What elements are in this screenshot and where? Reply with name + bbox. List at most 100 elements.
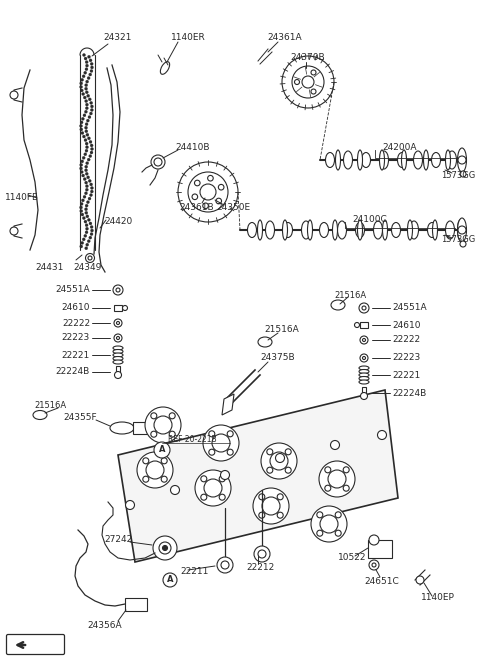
Ellipse shape [358, 220, 362, 240]
Circle shape [267, 449, 273, 455]
Circle shape [84, 165, 88, 168]
Circle shape [458, 226, 466, 234]
Circle shape [460, 171, 466, 177]
Ellipse shape [257, 220, 263, 240]
Text: 24355F: 24355F [63, 413, 97, 422]
Ellipse shape [408, 220, 412, 240]
Circle shape [372, 563, 376, 567]
Circle shape [295, 79, 300, 85]
Circle shape [113, 285, 123, 295]
Circle shape [89, 155, 92, 157]
Text: 24420: 24420 [104, 218, 132, 226]
Circle shape [87, 55, 91, 58]
Ellipse shape [331, 300, 345, 310]
Circle shape [90, 233, 93, 236]
Ellipse shape [409, 221, 419, 239]
Circle shape [292, 66, 324, 98]
Ellipse shape [428, 222, 436, 237]
Circle shape [85, 224, 88, 227]
Circle shape [169, 431, 175, 437]
Ellipse shape [301, 221, 311, 239]
Ellipse shape [113, 360, 123, 364]
Circle shape [169, 413, 175, 419]
Text: 22223: 22223 [62, 333, 90, 342]
Circle shape [325, 467, 331, 473]
Circle shape [343, 467, 349, 473]
Ellipse shape [265, 221, 275, 239]
Circle shape [377, 430, 386, 440]
Circle shape [335, 530, 341, 536]
Ellipse shape [113, 346, 123, 350]
Circle shape [369, 535, 379, 545]
Circle shape [201, 476, 207, 482]
Ellipse shape [110, 422, 134, 434]
Text: 24375B: 24375B [261, 354, 295, 363]
Circle shape [91, 148, 94, 150]
Circle shape [188, 172, 228, 212]
Circle shape [83, 178, 86, 180]
Bar [368, 540, 392, 558]
Circle shape [90, 190, 93, 193]
Circle shape [253, 488, 289, 524]
Circle shape [194, 180, 200, 186]
Circle shape [262, 497, 280, 515]
Circle shape [81, 117, 84, 120]
Ellipse shape [248, 222, 256, 237]
Circle shape [355, 323, 360, 327]
Circle shape [86, 201, 89, 203]
Ellipse shape [283, 220, 288, 240]
Circle shape [80, 85, 83, 89]
Circle shape [267, 467, 273, 473]
Circle shape [85, 80, 89, 83]
Text: 1140FE: 1140FE [5, 194, 39, 203]
Circle shape [88, 197, 91, 200]
Bar [114, 305, 122, 311]
Circle shape [85, 123, 88, 126]
Circle shape [282, 56, 334, 108]
Circle shape [117, 337, 120, 340]
Ellipse shape [380, 150, 384, 170]
Circle shape [83, 216, 85, 220]
Circle shape [360, 392, 368, 400]
Circle shape [89, 194, 93, 197]
Text: 24651C: 24651C [365, 577, 399, 586]
Circle shape [80, 209, 83, 213]
Bar [360, 322, 368, 328]
Circle shape [161, 458, 167, 464]
Bar [116, 366, 120, 374]
Circle shape [82, 156, 85, 159]
Circle shape [83, 96, 86, 99]
Circle shape [319, 461, 355, 497]
Circle shape [458, 156, 466, 164]
Circle shape [161, 476, 167, 482]
Circle shape [270, 452, 288, 470]
Ellipse shape [113, 353, 123, 357]
Ellipse shape [359, 366, 369, 370]
Circle shape [151, 431, 157, 437]
Circle shape [80, 203, 83, 205]
Text: 1140EP: 1140EP [421, 594, 455, 602]
Circle shape [87, 77, 90, 79]
Ellipse shape [361, 152, 371, 167]
Ellipse shape [445, 150, 451, 170]
Circle shape [317, 512, 323, 518]
Text: A: A [159, 445, 165, 455]
Circle shape [85, 107, 88, 110]
Circle shape [335, 512, 341, 518]
Circle shape [85, 142, 88, 145]
Circle shape [219, 476, 225, 482]
Circle shape [277, 512, 283, 518]
Circle shape [285, 467, 291, 473]
Circle shape [80, 206, 83, 209]
Circle shape [261, 443, 297, 479]
Circle shape [85, 231, 88, 234]
Circle shape [85, 173, 88, 175]
Ellipse shape [457, 220, 463, 240]
Circle shape [221, 561, 229, 569]
Circle shape [328, 470, 346, 488]
Circle shape [90, 144, 93, 147]
Text: 24431: 24431 [36, 264, 64, 272]
Circle shape [84, 192, 87, 195]
Circle shape [83, 113, 86, 117]
Circle shape [311, 89, 316, 94]
